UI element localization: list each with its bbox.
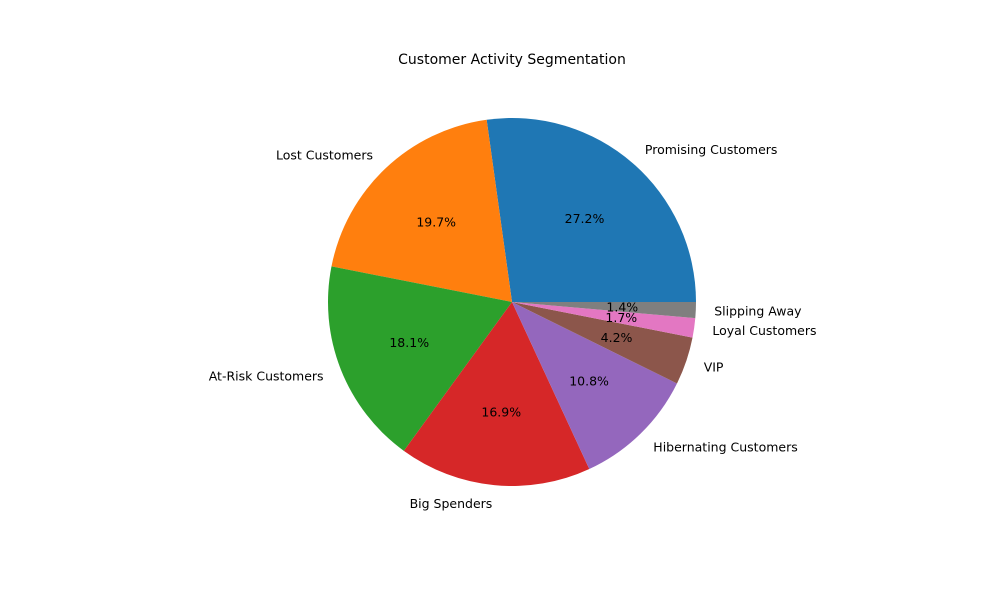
pie-slice-lost-customers xyxy=(331,119,512,302)
pie-slice-hibernating-customers xyxy=(512,302,677,469)
pie-percent-label: 4.2% xyxy=(601,330,633,345)
pie-slice-vip xyxy=(512,302,693,384)
pie-percent-label: 18.1% xyxy=(389,335,429,350)
pie-category-label: Lost Customers xyxy=(276,147,373,162)
pie-slice-loyal-customers xyxy=(512,302,696,338)
pie-percent-label: 27.2% xyxy=(565,211,605,226)
pie-slice-at-risk-customers xyxy=(328,266,512,451)
pie-category-label: Hibernating Customers xyxy=(653,439,797,454)
pie-percent-labels: 27.2% 19.7% 18.1% 16.9% 10.8% 4.2% 1.7%1.4% xyxy=(389,211,638,419)
pie-slices xyxy=(328,117,696,486)
pie-category-label: Promising Customers xyxy=(645,142,778,157)
pie-category-label: At-Risk Customers xyxy=(209,368,324,383)
pie-slice-big-spenders xyxy=(403,302,590,486)
pie-percent-label: 16.9% xyxy=(481,404,521,419)
pie-percent-label: 10.8% xyxy=(569,374,609,389)
pie-percent-label: 1.4% xyxy=(606,299,638,314)
pie-category-label: Slipping Away xyxy=(714,303,802,318)
pie-category-label: Big Spenders xyxy=(410,496,493,511)
pie-slice-slipping-away xyxy=(512,302,696,319)
pie-percent-label: 19.7% xyxy=(416,214,456,229)
pie-percent-label: 1.7% xyxy=(605,310,637,325)
pie-category-label: VIP xyxy=(704,359,724,374)
pie-category-labels: Promising Customers Lost Customers At-Risk… xyxy=(209,142,817,511)
chart-title: Customer Activity Segmentation xyxy=(398,52,626,68)
pie-slice-promising-customers xyxy=(486,117,696,302)
pie-category-label: Loyal Customers xyxy=(712,323,816,338)
